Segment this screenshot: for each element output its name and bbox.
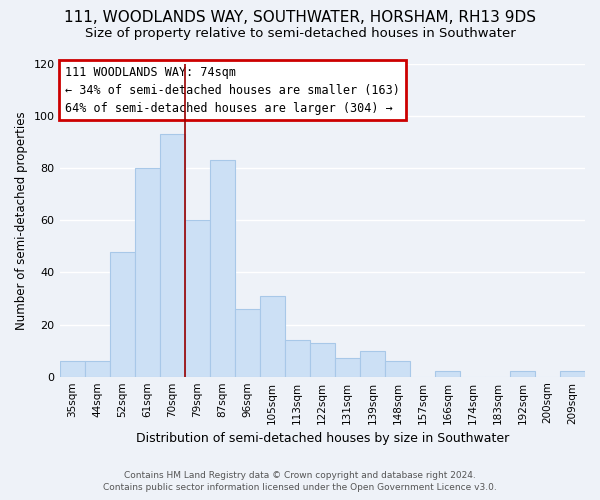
Bar bbox=[110, 252, 134, 376]
Bar bbox=[235, 309, 260, 376]
Bar bbox=[335, 358, 360, 376]
Bar bbox=[260, 296, 285, 376]
Bar bbox=[510, 372, 535, 376]
Text: 111, WOODLANDS WAY, SOUTHWATER, HORSHAM, RH13 9DS: 111, WOODLANDS WAY, SOUTHWATER, HORSHAM,… bbox=[64, 10, 536, 25]
Bar bbox=[385, 361, 410, 376]
Bar bbox=[134, 168, 160, 376]
Bar bbox=[209, 160, 235, 376]
Bar bbox=[310, 343, 335, 376]
Bar bbox=[59, 361, 85, 376]
Bar bbox=[185, 220, 209, 376]
X-axis label: Distribution of semi-detached houses by size in Southwater: Distribution of semi-detached houses by … bbox=[136, 432, 509, 445]
Text: 111 WOODLANDS WAY: 74sqm
← 34% of semi-detached houses are smaller (163)
64% of : 111 WOODLANDS WAY: 74sqm ← 34% of semi-d… bbox=[65, 66, 400, 114]
Bar bbox=[160, 134, 185, 376]
Bar bbox=[285, 340, 310, 376]
Text: Contains HM Land Registry data © Crown copyright and database right 2024.
Contai: Contains HM Land Registry data © Crown c… bbox=[103, 471, 497, 492]
Y-axis label: Number of semi-detached properties: Number of semi-detached properties bbox=[15, 111, 28, 330]
Bar bbox=[360, 350, 385, 376]
Bar bbox=[435, 372, 460, 376]
Bar bbox=[85, 361, 110, 376]
Bar bbox=[560, 372, 585, 376]
Text: Size of property relative to semi-detached houses in Southwater: Size of property relative to semi-detach… bbox=[85, 28, 515, 40]
